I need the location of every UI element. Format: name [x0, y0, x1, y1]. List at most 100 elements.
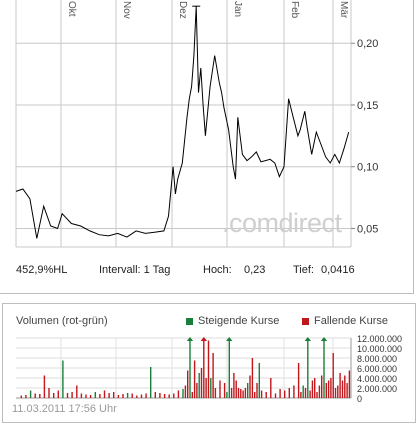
high-value: 0,23: [244, 264, 266, 276]
volume-bar-falling: [219, 380, 221, 398]
month-tick-label: Jan: [232, 1, 243, 17]
volume-bar-falling: [53, 393, 55, 398]
volume-bar-falling: [309, 390, 311, 398]
volume-bar-falling: [311, 380, 314, 398]
volume-bar-falling: [184, 385, 187, 398]
volume-bar-falling: [346, 383, 348, 398]
price-line: [15, 6, 350, 239]
month-tick-label: Feb: [289, 1, 300, 19]
volume-bar-rising: [226, 392, 228, 398]
volume-bar-falling: [193, 360, 196, 398]
volume-bar-falling: [256, 383, 258, 398]
volume-bar-rising: [126, 393, 129, 398]
volume-bar-rising: [29, 390, 32, 398]
volume-overflow-marker: [320, 337, 328, 341]
volume-bar-falling: [205, 378, 207, 398]
volume-tick-label: 0: [357, 394, 362, 404]
volume-bar-falling: [140, 394, 143, 398]
volume-tick-label: 6.000.000: [357, 364, 397, 374]
interval-label: Intervall: 1 Tag: [99, 264, 171, 276]
volume-bar-falling: [270, 378, 272, 398]
volume-bar-falling: [235, 380, 237, 398]
volume-bar-rising: [182, 389, 184, 398]
volume-bar-falling: [337, 385, 339, 398]
low-label: Tief:: [293, 264, 314, 276]
volume-tick-label: 10.000.000: [357, 344, 402, 354]
volume-bar-rising: [198, 373, 200, 398]
volume-bar-rising: [228, 338, 230, 398]
volume-bar-falling: [154, 392, 156, 398]
legend-falling-swatch: [302, 317, 309, 325]
volume-bar-falling: [136, 395, 138, 398]
volume-bar-rising: [150, 367, 152, 398]
volume-bar-falling: [212, 353, 214, 398]
volume-bar-falling: [163, 394, 166, 398]
value-tick-label: 0,20: [357, 38, 378, 50]
volume-bar-rising: [62, 360, 64, 398]
volume-bar-falling: [177, 390, 180, 398]
volume-bar-falling: [191, 392, 193, 398]
volume-tick-label: 2.000.000: [357, 384, 397, 394]
legend-rising: Steigende Kurse: [186, 315, 279, 327]
legend-rising-swatch: [186, 317, 193, 325]
volume-bar-falling: [159, 393, 161, 398]
month-tick-label: Mär: [338, 1, 349, 19]
volume-bar-falling: [66, 393, 69, 398]
volume-bar-falling: [260, 390, 263, 398]
comdirect-watermark: .comdirect: [222, 208, 342, 238]
volume-bar-falling: [274, 393, 277, 398]
value-tick-label: 0,15: [357, 100, 378, 112]
volume-title: Volumen (rot-grün): [16, 315, 108, 327]
volume-bar-rising: [323, 338, 325, 398]
volume-bar-falling: [288, 388, 290, 398]
volume-bar-falling: [251, 358, 254, 398]
volume-bar-falling: [71, 392, 73, 398]
volume-bar-falling: [316, 392, 318, 398]
volume-bar-rising: [189, 338, 191, 398]
legend-rising-label: Steigende Kurse: [198, 315, 280, 327]
volume-bar-falling: [117, 395, 120, 398]
volume-bar-falling: [76, 385, 78, 398]
volume-bar-falling: [314, 378, 316, 398]
volume-bar-falling: [207, 340, 210, 398]
timestamp: 11.03.2011 17:56 Uhr: [12, 403, 117, 415]
value-tick-label: 0,10: [357, 162, 378, 174]
volume-bar-falling: [237, 388, 240, 398]
volume-bar-falling: [203, 338, 205, 398]
volume-bar-falling: [325, 383, 327, 398]
volume-overflow-marker: [200, 337, 208, 341]
volume-bar-falling: [330, 378, 332, 398]
volume-bar-falling: [249, 375, 251, 398]
legend-falling: Fallende Kurse: [302, 315, 388, 327]
volume-bar-falling: [293, 385, 295, 398]
volume-bar-falling: [196, 383, 198, 398]
volume-bar-falling: [103, 390, 106, 398]
volume-bar-falling: [113, 392, 115, 398]
price-chart-panel: [0, 0, 414, 294]
legend-falling-label: Fallende Kurse: [314, 315, 388, 327]
volume-tick-label: 8.000.000: [357, 354, 397, 364]
volume-bar-falling: [85, 394, 87, 398]
volume-bar-falling: [39, 394, 41, 398]
volume-chart[interactable]: 02.000.0004.000.0006.000.0008.000.00010.…: [0, 330, 417, 405]
volume-tick-label: 4.000.000: [357, 374, 397, 384]
volume-overflow-marker: [186, 337, 194, 341]
volume-bar-falling: [348, 370, 351, 398]
volume-bar-falling: [187, 370, 189, 398]
volume-bar-falling: [122, 394, 124, 398]
volume-bar-falling: [223, 383, 226, 398]
month-tick-label: Dez: [177, 1, 188, 19]
volume-bar-rising: [210, 378, 212, 398]
volume-bar-falling: [230, 388, 233, 398]
volume-bar-falling: [48, 388, 50, 398]
month-tick-label: Nov: [121, 1, 132, 19]
volume-bar-falling: [173, 393, 175, 398]
volume-bar-falling: [57, 390, 59, 398]
volume-bar-rising: [307, 338, 309, 398]
volume-bar-falling: [297, 363, 300, 398]
volume-bar-falling: [300, 392, 302, 398]
volume-bar-falling: [341, 380, 344, 398]
volume-bar-falling: [89, 395, 92, 398]
month-tick-label: Okt: [66, 1, 77, 17]
price-chart[interactable]: Okt Nov Dez Jan Feb Mär 0,05 0,10 0,15 0,20: [0, 0, 417, 300]
